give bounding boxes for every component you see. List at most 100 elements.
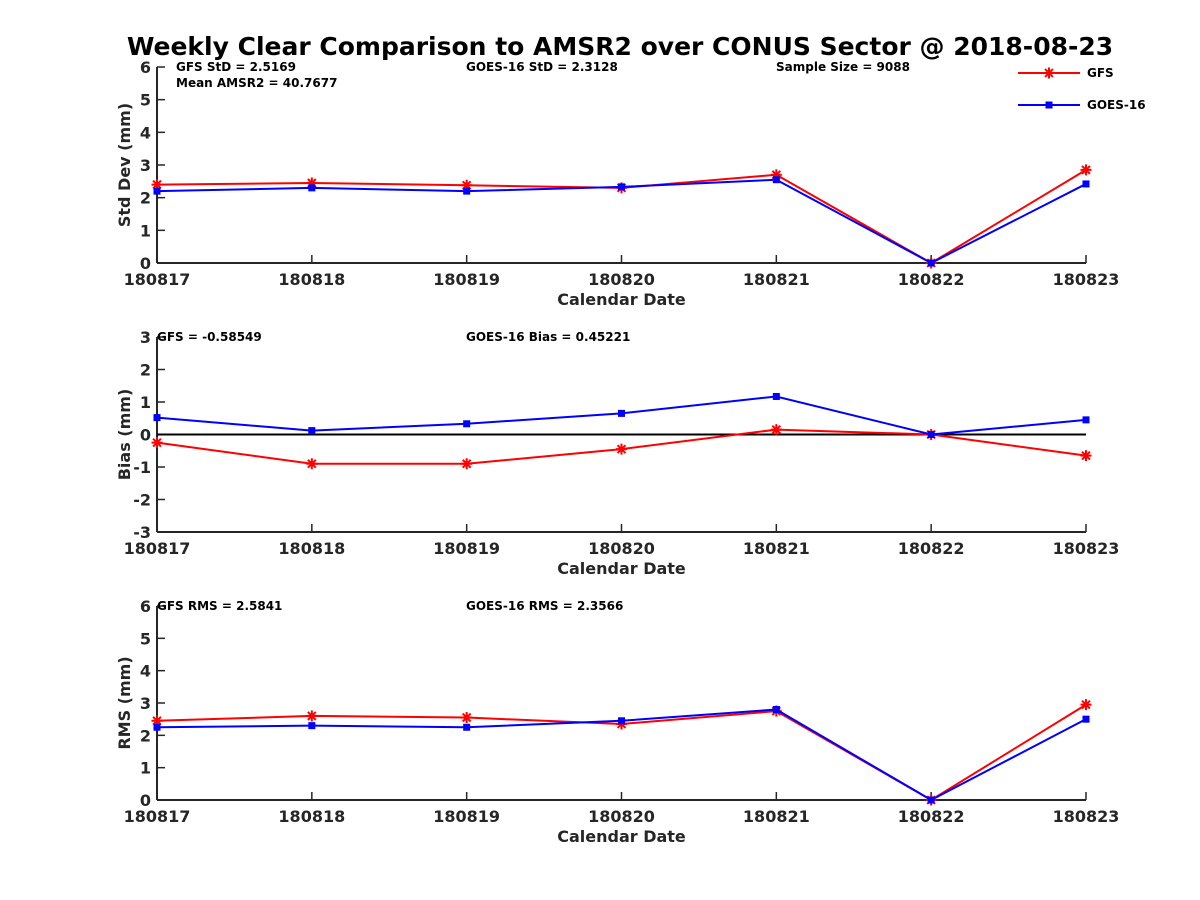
y-tick-label: 3	[140, 694, 151, 713]
stat-annotation: GOES-16 Bias = 0.45221	[466, 330, 630, 344]
chart-title: Weekly Clear Comparison to AMSR2 over CO…	[127, 32, 1113, 61]
x-tick-label: 180822	[898, 807, 965, 826]
data-point	[151, 715, 163, 727]
data-point	[151, 437, 163, 449]
x-tick-label: 180822	[898, 539, 965, 558]
x-tick-label: 180823	[1053, 807, 1120, 826]
data-point	[772, 705, 780, 713]
x-tick-label: 180821	[743, 539, 810, 558]
series-goes-16	[153, 176, 1090, 267]
y-tick-label: 3	[140, 156, 151, 175]
panel-3: 0 1 2 3 4 5 6 180817 180818 180819 180820 180821 180…	[115, 597, 1119, 846]
y-tick-label: 4	[140, 662, 151, 681]
data-point	[618, 717, 625, 725]
series-goes-16	[153, 392, 1090, 438]
x-tick-label: 180819	[433, 270, 500, 289]
x-tick-label: 180823	[1053, 539, 1120, 558]
stat-annotation: GFS = -0.58549	[157, 330, 262, 344]
data-point	[461, 458, 473, 470]
data-point	[1082, 416, 1090, 424]
x-tick-label: 180820	[588, 807, 655, 826]
data-point	[308, 427, 316, 435]
data-point	[153, 723, 161, 731]
x-tick-label: 180817	[124, 270, 191, 289]
stat-annotation: Sample Size = 9088	[776, 60, 910, 74]
stat-annotation: GOES-16 StD = 2.3128	[466, 60, 618, 74]
x-tick-label: 180819	[433, 807, 500, 826]
y-tick-label: 1	[140, 759, 151, 778]
x-tick-label: 180817	[124, 807, 191, 826]
y-tick-label: -3	[133, 523, 151, 542]
y-axis-label: RMS (mm)	[115, 656, 134, 749]
y-tick-label: -1	[133, 458, 151, 477]
stat-annotation: GFS RMS = 2.5841	[157, 599, 282, 613]
series-gfs	[151, 424, 1092, 470]
y-tick-label: 2	[140, 361, 151, 380]
legend: GFS GOES-16	[1018, 66, 1146, 112]
y-axis-label: Std Dev (mm)	[115, 103, 134, 227]
x-axis-label: Calendar Date	[557, 827, 686, 846]
y-tick-label: 0	[140, 254, 151, 273]
data-point	[1080, 164, 1092, 176]
y-tick-label: 2	[140, 726, 151, 745]
stat-annotation: Mean AMSR2 = 40.7677	[176, 76, 337, 90]
data-point	[308, 184, 316, 192]
legend-label: GOES-16	[1087, 98, 1146, 112]
legend-marker	[1043, 67, 1055, 79]
stat-annotation: GOES-16 RMS = 2.3566	[466, 599, 623, 613]
data-point	[927, 259, 935, 267]
data-point	[1082, 715, 1090, 723]
x-tick-label: 180818	[278, 539, 345, 558]
y-tick-label: 0	[140, 791, 151, 810]
x-tick-label: 180822	[898, 270, 965, 289]
x-tick-label: 180818	[278, 270, 345, 289]
data-point	[772, 392, 780, 400]
data-point	[463, 420, 471, 428]
y-tick-label: -2	[133, 491, 151, 510]
panels: 0 1 2 3 4 5 6 180817 180818 180819 180820 180821 180…	[115, 58, 1119, 846]
y-tick-label: 0	[140, 426, 151, 445]
x-tick-label: 180823	[1053, 270, 1120, 289]
legend-entry-goes-16: GOES-16	[1018, 98, 1146, 112]
data-point	[1082, 180, 1090, 188]
x-axis-label: Calendar Date	[557, 559, 686, 578]
x-tick-label: 180818	[278, 807, 345, 826]
y-tick-label: 4	[140, 123, 151, 142]
y-tick-label: 3	[140, 328, 151, 347]
legend-marker	[1045, 101, 1053, 109]
data-point	[153, 187, 161, 195]
data-point	[1080, 450, 1092, 462]
data-point	[151, 179, 163, 191]
y-tick-label: 1	[140, 221, 151, 240]
data-point	[306, 710, 318, 722]
panel-1: 0 1 2 3 4 5 6 180817 180818 180819 180820 180821 180…	[115, 58, 1119, 309]
y-tick-label: 5	[140, 91, 151, 110]
data-point	[461, 712, 473, 724]
y-tick-label: 2	[140, 189, 151, 208]
data-point	[772, 176, 780, 184]
data-point	[927, 796, 935, 804]
x-tick-label: 180819	[433, 539, 500, 558]
data-point	[153, 414, 161, 422]
x-tick-label: 180817	[124, 539, 191, 558]
data-point	[306, 458, 318, 470]
y-tick-label: 5	[140, 629, 151, 648]
y-tick-label: 6	[140, 597, 151, 616]
legend-label: GFS	[1087, 66, 1114, 80]
data-point	[463, 723, 471, 731]
series-goes-16	[153, 705, 1090, 804]
data-point	[770, 424, 782, 436]
x-axis-label: Calendar Date	[557, 290, 686, 309]
data-point	[618, 183, 625, 191]
legend-entry-gfs: GFS	[1018, 66, 1114, 80]
x-tick-label: 180820	[588, 539, 655, 558]
y-axis-label: Bias (mm)	[115, 389, 134, 481]
data-point	[618, 409, 625, 417]
x-tick-label: 180820	[588, 270, 655, 289]
data-point	[463, 187, 471, 195]
data-point	[1080, 699, 1092, 711]
data-point	[927, 431, 935, 438]
x-tick-label: 180821	[743, 270, 810, 289]
stat-annotation: GFS StD = 2.5169	[176, 60, 296, 74]
